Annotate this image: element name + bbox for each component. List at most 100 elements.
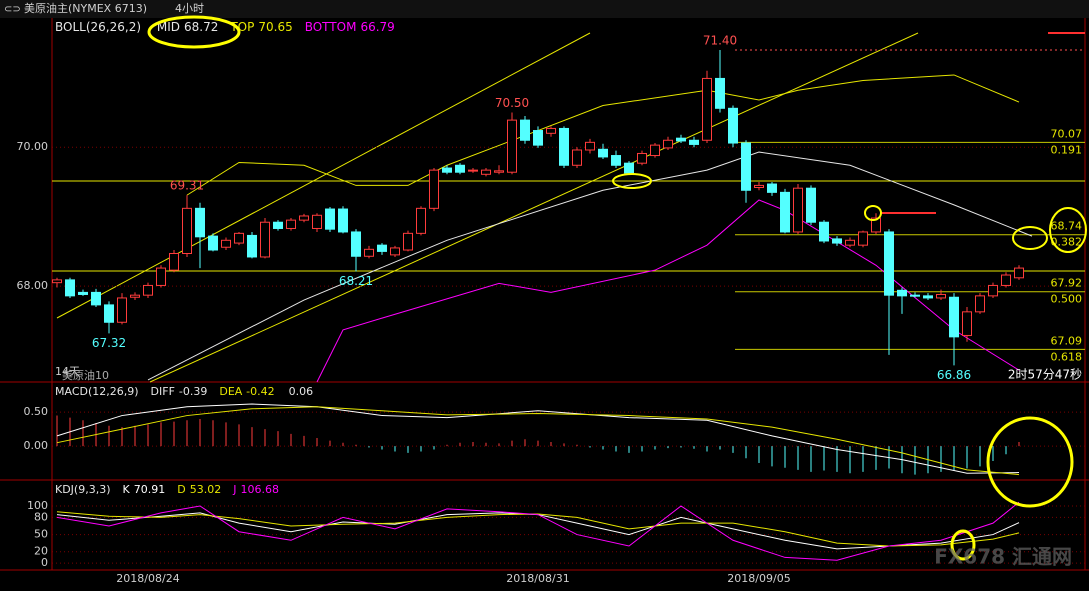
candle-body (234, 232, 244, 244)
candle-body (481, 169, 491, 175)
x-tick-label: 2018/08/31 (506, 572, 569, 585)
highlight-ellipse (950, 529, 976, 561)
candle-body (572, 149, 582, 166)
legend-value: 70.65 (258, 20, 292, 34)
legend-value: -0.39 (179, 385, 207, 398)
legend-name: DIFF (151, 385, 175, 398)
watermark: FX678 汇通网 (934, 545, 1072, 569)
candle-body (169, 252, 179, 271)
candle-body (325, 208, 335, 230)
symbol-title: 美原油主(NYMEX 6713) (24, 1, 147, 15)
candle-body (520, 119, 530, 141)
candle-body (845, 239, 855, 246)
candle-body (247, 234, 257, 258)
candle-body (806, 187, 816, 223)
candle-body (702, 77, 712, 141)
candle-body (546, 127, 556, 134)
fib-ratio: 0.191 (1051, 143, 1083, 156)
countdown: 2时57分47秒 (1008, 368, 1082, 382)
footer-name: 美原油10 (62, 368, 109, 382)
y-tick-label: 0.50 (24, 405, 49, 418)
period[interactable]: 4小时 (175, 2, 204, 15)
price-label: 71.40 (703, 33, 737, 47)
kdj-legend: KDJ(9,3,3) K 70.91 D 53.02 J 106.68 (55, 483, 279, 496)
candle-body (273, 221, 283, 229)
candle-body (910, 294, 920, 297)
legend-value: 53.02 (190, 483, 222, 496)
candle-body (728, 107, 738, 144)
candle-body (962, 311, 972, 336)
price-label: 70.50 (495, 96, 529, 110)
trend-line[interactable] (149, 32, 919, 383)
legend-name: DEA (219, 385, 242, 398)
fib-price: 67.92 (1051, 277, 1083, 290)
legend-value: 106.68 (240, 483, 279, 496)
legend-name: J (232, 483, 236, 496)
candle-body (611, 155, 621, 166)
fib-price: 67.09 (1051, 334, 1083, 347)
x-tick-label: 2018/08/24 (116, 572, 179, 585)
candle-body (78, 291, 88, 295)
legend-value: 68.72 (184, 20, 218, 34)
candle-body (650, 144, 660, 157)
candle-body (312, 214, 322, 229)
candle-body (299, 215, 309, 221)
candle-body (533, 130, 543, 146)
candle-body (585, 141, 595, 151)
highlight-ellipse (1049, 207, 1087, 253)
legend-name: K (123, 483, 131, 496)
legend-value: 66.79 (360, 20, 394, 34)
candle-body (221, 239, 231, 248)
macd-line (56, 403, 1020, 474)
highlight-ellipse (986, 416, 1074, 508)
candle-body (1001, 274, 1011, 286)
candle-body (949, 296, 959, 338)
candle-body (637, 152, 647, 164)
x-tick-label: 2018/09/05 (727, 572, 790, 585)
y-tick-label: 50 (34, 528, 48, 541)
legend-value: 70.91 (134, 483, 166, 496)
price-label: 67.32 (92, 336, 126, 350)
y-tick-label: 0.00 (24, 439, 49, 452)
icon[interactable]: ⊂⊃ (4, 4, 21, 15)
candle-body (689, 139, 699, 145)
macd-line (56, 406, 1020, 476)
candle-body (884, 231, 894, 296)
y-tick-label: 100 (27, 499, 48, 512)
legend-name: MID (157, 20, 180, 34)
candle-body (754, 184, 764, 188)
price-label: 66.86 (937, 368, 971, 382)
candle-body (1014, 267, 1024, 279)
candle-body (819, 221, 829, 242)
candle-body (897, 289, 907, 297)
candle-body (442, 167, 452, 173)
fib-price: 70.07 (1051, 127, 1083, 140)
kdj-line (56, 511, 1020, 547)
y-tick-label: 80 (34, 510, 48, 523)
candle-body (793, 187, 803, 233)
price-label: 69.31 (170, 179, 204, 193)
candle-body (507, 119, 517, 173)
candle-body (975, 295, 985, 313)
candle-body (715, 77, 725, 109)
candle-body (195, 207, 205, 238)
macd-value: 0.06 (289, 385, 314, 398)
candle-body (156, 267, 166, 286)
candle-body (182, 207, 192, 254)
indicator-name[interactable]: BOLL(26,26,2) (55, 20, 141, 34)
candle-body (65, 279, 75, 297)
highlight-ellipse (612, 173, 652, 189)
y-tick-label: 68.00 (17, 279, 49, 292)
candle-body (260, 221, 270, 258)
candle-body (91, 291, 101, 306)
boll-line (186, 74, 1020, 196)
candle-body (468, 169, 478, 172)
top-bar (0, 0, 1089, 18)
candle-body (936, 293, 946, 299)
candle-body (208, 235, 218, 251)
fib-ratio: 0.618 (1051, 350, 1083, 363)
candle-body (377, 244, 387, 252)
